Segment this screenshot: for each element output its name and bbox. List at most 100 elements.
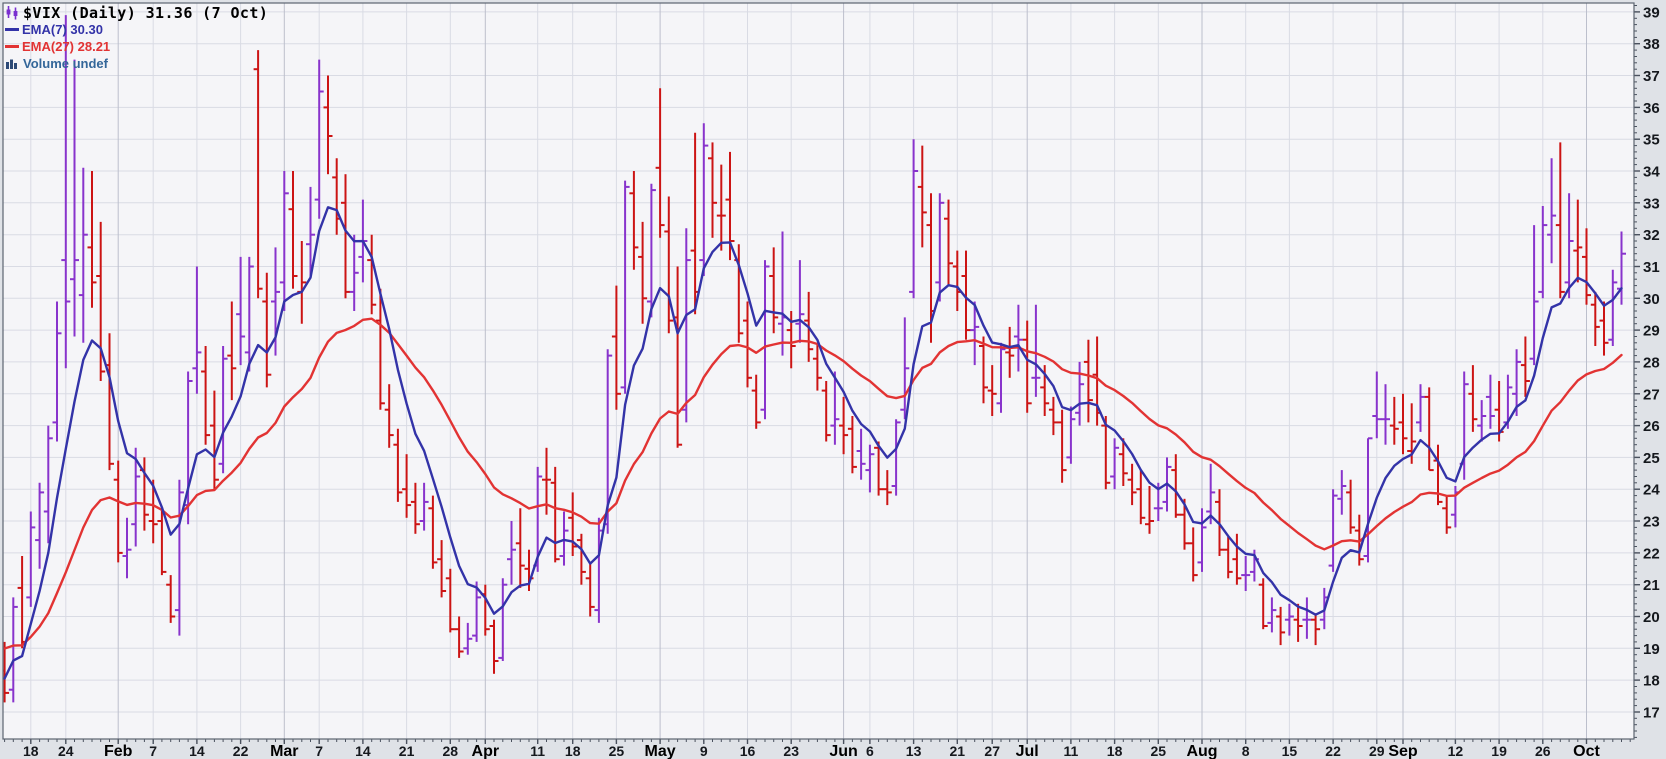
ohlc-bars-layer — [3, 15, 1626, 703]
price-bar — [1529, 225, 1539, 366]
x-axis-week-label: 23 — [783, 743, 799, 759]
x-axis-month-label: Sep — [1388, 743, 1418, 759]
y-axis-label: 25 — [1643, 450, 1660, 467]
price-bar — [585, 562, 595, 617]
price-bar — [52, 301, 62, 442]
price-bar — [43, 425, 53, 544]
price-bar — [393, 428, 403, 502]
price-bar — [1311, 613, 1321, 646]
x-axis-week-label: 26 — [1535, 743, 1551, 759]
price-bar — [1582, 228, 1591, 305]
price-bar — [218, 346, 228, 474]
price-bar — [262, 272, 272, 388]
price-bar — [760, 260, 770, 420]
x-axis-week-label: 22 — [233, 743, 249, 759]
x-axis-week-label: 8 — [1242, 743, 1250, 759]
price-bar — [26, 511, 36, 607]
price-bar — [1293, 603, 1303, 642]
price-bar — [1188, 527, 1198, 582]
x-axis-week-label: 15 — [1282, 743, 1298, 759]
price-bar — [1223, 536, 1233, 579]
price-bar — [227, 301, 237, 401]
price-bar — [306, 186, 315, 276]
price-bar — [1110, 438, 1120, 490]
price-bar — [1022, 320, 1032, 413]
price-bar — [847, 416, 857, 474]
price-bar — [367, 234, 377, 315]
price-bar — [1145, 486, 1154, 534]
price-bar — [568, 492, 578, 556]
y-axis-label: 35 — [1643, 132, 1660, 149]
price-bar — [987, 365, 997, 416]
price-bar — [419, 482, 429, 531]
price-bar — [716, 164, 726, 251]
price-bar — [402, 454, 412, 518]
y-axis-label: 29 — [1643, 323, 1660, 340]
price-bar — [8, 597, 18, 703]
ema27-line — [3, 317, 1623, 650]
price-bar — [428, 495, 438, 569]
price-bar — [174, 479, 184, 636]
y-axis-label: 31 — [1643, 259, 1660, 276]
price-bar — [1005, 326, 1015, 378]
price-bar — [1477, 400, 1487, 442]
x-axis-week-label: 14 — [355, 743, 371, 759]
price-bar — [166, 575, 176, 623]
price-bar — [1276, 606, 1286, 646]
price-bar — [1485, 374, 1495, 429]
price-bar — [961, 250, 971, 340]
price-bar — [192, 266, 202, 394]
x-axis-month-label: Mar — [270, 743, 298, 759]
y-axis-label: 27 — [1643, 386, 1660, 403]
price-bar — [1136, 470, 1146, 525]
x-axis-month-label: Apr — [472, 743, 500, 759]
price-bar — [498, 578, 508, 661]
price-bar — [891, 419, 901, 496]
price-bar — [681, 228, 691, 423]
price-bar — [507, 521, 516, 585]
price-bar — [795, 260, 805, 343]
price-bar — [1398, 393, 1408, 455]
price-bar — [1416, 384, 1425, 432]
price-bar — [743, 301, 752, 388]
price-bar — [323, 75, 333, 175]
price-bar — [1127, 463, 1137, 506]
price-bar — [1468, 365, 1478, 432]
x-axis-week-label: 7 — [315, 743, 323, 759]
price-bar — [1118, 438, 1128, 486]
price-bar — [236, 256, 246, 366]
price-bar — [821, 381, 831, 442]
price-bar — [664, 196, 674, 334]
price-bar — [87, 171, 97, 308]
price-bar — [1608, 269, 1618, 346]
y-axis-label: 19 — [1643, 641, 1660, 658]
price-bar — [314, 59, 324, 219]
price-bar — [996, 342, 1006, 413]
price-bar — [1547, 158, 1557, 264]
price-bar — [157, 508, 167, 576]
price-bar — [78, 167, 88, 343]
y-axis-label: 23 — [1643, 514, 1660, 531]
price-bar — [1372, 371, 1382, 439]
price-bar — [1337, 470, 1347, 515]
price-bar — [349, 234, 359, 311]
price-bar — [1048, 396, 1058, 436]
y-axis-label: 34 — [1643, 164, 1660, 181]
price-bar — [708, 142, 717, 238]
x-axis-week-label: 11 — [530, 743, 545, 759]
x-axis-month-label: Oct — [1573, 743, 1600, 759]
price-bar — [970, 301, 980, 366]
price-bar — [148, 479, 158, 544]
price-bar — [70, 59, 79, 337]
price-bar — [1066, 406, 1076, 464]
y-axis-label: 21 — [1643, 577, 1660, 594]
price-bar — [209, 390, 219, 490]
price-bar — [576, 533, 586, 585]
y-axis-label: 36 — [1643, 100, 1660, 117]
price-bar — [979, 336, 988, 404]
price-bar — [1171, 454, 1181, 518]
x-axis-week-label: 12 — [1448, 743, 1464, 759]
y-axis: 17 18 19 20 21 22 23 24 25 26 27 28 29 30 31 32 33 34 35 36… — [1634, 4, 1660, 738]
price-bar — [253, 50, 263, 299]
x-axis-week-label: 9 — [700, 743, 708, 759]
